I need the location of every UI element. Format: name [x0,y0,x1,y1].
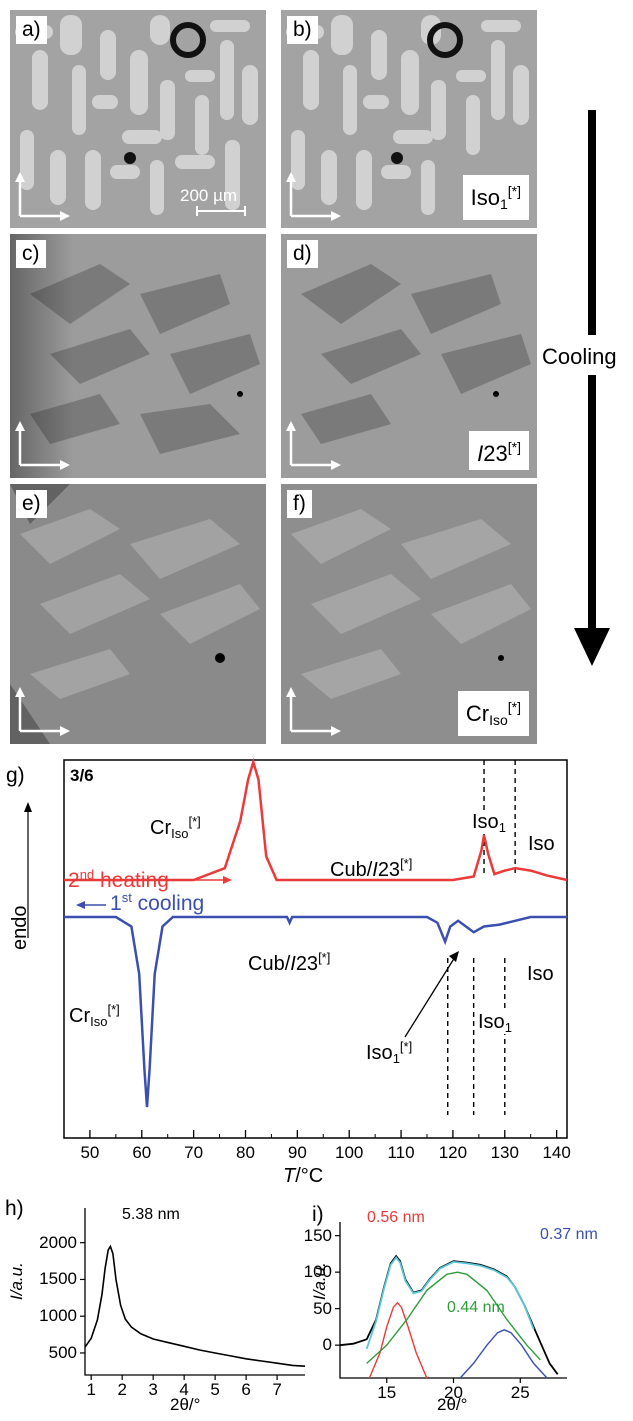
dsc-sample-label: 3/6 [70,766,94,785]
xrd-h-x-tick-label: 7 [272,1380,282,1399]
xrd-h-curve [84,1244,306,1367]
xrd-i-annotation-044: 0.44 nm [447,1299,505,1316]
micrograph-b: b) Iso1[*] [281,10,537,228]
xrd-h-y-tick-label: 2000 [39,1232,77,1252]
xrd-h-x-tick-label: 6 [241,1380,251,1399]
xrd-i-ticks [335,1235,521,1383]
xrd-i-x-tick-label: 15 [377,1383,397,1402]
ann-cub-bot: Cub/I23[*] [248,950,331,975]
micrograph-f: f) CrIso[*] [281,484,537,744]
panel-label-b: b) [287,16,318,44]
dsc-x-tick-label: 140 [542,1143,571,1162]
xrd-i-axes [339,1222,567,1379]
xrd-i-curve-1 [366,1271,541,1364]
xrd-h-x-tick-label: 1 [86,1380,96,1399]
ann-cr-iso-bot: CrIso[*] [69,1002,120,1029]
phase-label-d: I23[*] [469,431,529,470]
micrograph-d: d) I23[*] [281,234,537,478]
dsc-x-tick-label: 90 [287,1143,307,1162]
micrograph-c: c) [10,234,266,478]
xrd-h-x-tick-label: 5 [210,1380,220,1399]
micrograph-e: e) [10,484,266,744]
xrd-h-x-tick-label: 3 [148,1380,158,1399]
micrograph-b-texture [286,15,529,221]
xrd-h-ticks [80,1242,278,1380]
xrd-h-y-tick-label: 500 [48,1342,77,1362]
dsc-x-tick-label: 50 [80,1143,100,1162]
panel-label-d: d) [287,240,318,268]
dsc-x-axis-label: T/°C [283,1165,324,1187]
scale-bar-label: 200 µm [180,186,238,205]
panel-label-h: h) [5,1197,24,1220]
phase-label-b: Iso1[*] [462,175,529,220]
ann-cr-iso-top: CrIso[*] [150,814,201,841]
dsc-x-tick-label: 60 [132,1143,152,1162]
xrd-h-x-tick-label: 4 [179,1380,189,1399]
xrd-i-x-label: 2θ/° [437,1395,468,1414]
xrd-h-y-tick-label: 1500 [39,1269,77,1289]
dsc-x-tick-label: 80 [236,1143,255,1162]
xrd-h-y-tick-label: 1000 [39,1306,77,1326]
xrd-i-y-label: I/a.u. [310,1262,329,1300]
xrd-h-x-label: 2θ/° [170,1395,201,1414]
xrd-i-y-tick-label: 150 [303,1225,332,1245]
heating-label: 2nd heating [68,867,169,892]
dsc-x-tick-label: 120 [438,1143,468,1162]
ann-iso-top: Iso [528,833,555,855]
dsc-x-tick-label: 130 [490,1143,519,1162]
ann-iso1-bot: Iso1 [476,1011,514,1035]
dsc-x-ticks [63,1130,558,1138]
micrograph-a: a) 200 µm [10,10,266,228]
xrd-i-x-tick-label: 20 [444,1383,463,1402]
cooling-arrow-head [574,628,610,666]
dsc-x-tick-label: 100 [335,1143,364,1162]
xrd-h-axes [84,1208,305,1376]
xrd-i-curve-4 [365,1256,535,1350]
dsc-heating-curve [64,757,568,882]
xrd-h-x-tick-label: 2 [117,1380,127,1399]
ann-cub-top: Cub/I23[*] [330,856,413,881]
panel-label-c: c) [16,240,46,268]
xrd-i-y-tick-label: 100 [303,1262,332,1282]
dsc-x-tick-label: 70 [184,1143,204,1162]
xrd-i-y-tick-label: 50 [313,1298,332,1318]
phase-label-f: CrIso[*] [457,691,529,736]
dsc-frame [63,759,568,1139]
dsc-cooling-curve [64,915,567,1108]
panel-label-f: f) [287,490,312,518]
panel-label-g: g) [6,764,25,787]
xrd-i-annotation-037: 0.37 nm [540,1226,598,1243]
ann-iso-bot: Iso [527,963,554,985]
micrograph-f-texture [286,509,531,736]
micrograph-d-texture [286,264,531,470]
xrd-i-annotation-056: 0.56 nm [367,1209,425,1226]
panel-label-e: e) [16,490,47,518]
xrd-i-x-tick-label: 25 [510,1383,530,1402]
iso1-pointer [404,956,456,1038]
dsc-endo-arrow [24,802,32,938]
xrd-h-annotation: 5.38 nm [122,1206,180,1223]
cooling-curve-label: 1st cooling [110,890,205,915]
panel-label-a: a) [16,16,47,44]
xrd-i-curves [339,1254,559,1379]
xrd-i-curve-0 [368,1301,428,1379]
ann-iso1-star-bot: Iso1[*] [366,1039,413,1066]
xrd-i-curve-2 [459,1329,548,1379]
dsc-x-tick-label: 110 [387,1143,415,1162]
ann-iso1-top: Iso1 [470,811,508,835]
micrograph-a-texture [15,15,258,221]
panel-label-i: i) [312,1203,324,1226]
xrd-i-y-tick-label: 0 [322,1335,332,1355]
cooling-label: Cooling [540,344,619,370]
micrograph-c-texture [10,234,266,478]
